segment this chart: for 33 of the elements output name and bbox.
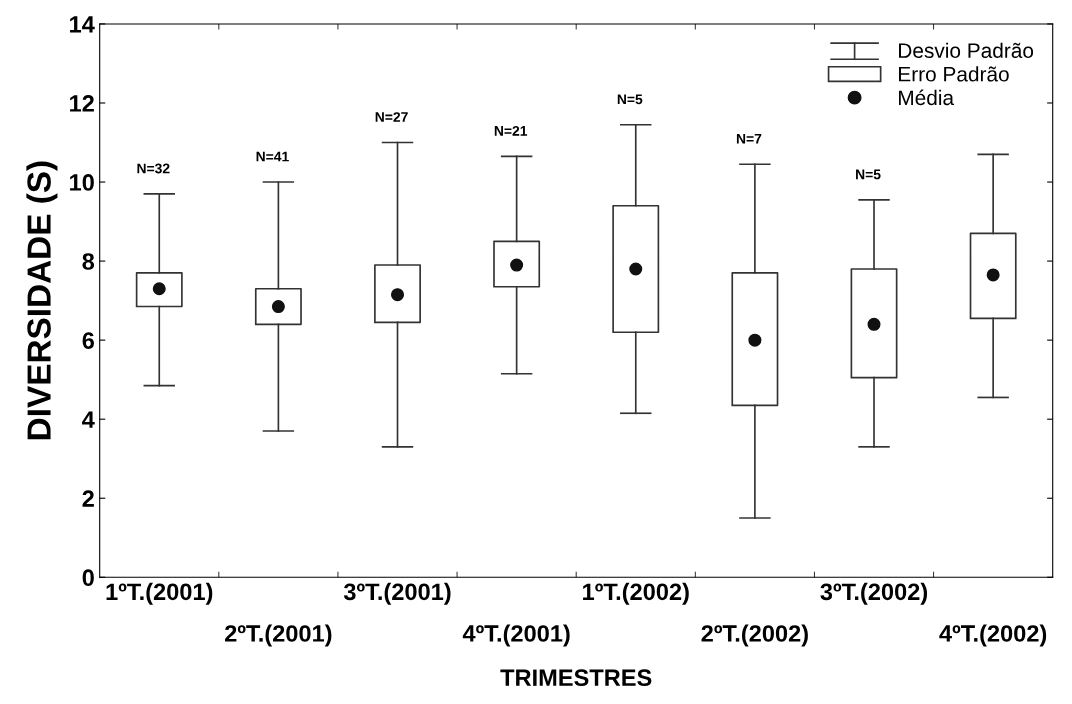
legend-label: Média: [899, 89, 955, 106]
y-tick-label: 0: [82, 569, 94, 587]
y-tick-label: 6: [82, 332, 94, 349]
x-tick-label: 4ºT.(2001): [462, 624, 570, 647]
point: [391, 288, 405, 302]
legend-title: Desvio Padrão: [899, 42, 1034, 58]
x-tick-label: 4ºT.(2002): [939, 624, 1047, 647]
point: [629, 262, 643, 276]
point: [867, 317, 881, 331]
y-tick-label: 14: [70, 16, 95, 33]
y-tick-label: 2: [82, 490, 94, 507]
annotation: N=5: [856, 169, 881, 180]
x-tick-label: 1ºT.(2001): [106, 582, 213, 605]
point: [986, 268, 1000, 282]
x-tick-label: 3ºT.(2002): [820, 582, 928, 605]
point: [748, 333, 762, 347]
annotation: N=41: [256, 151, 289, 162]
x-tick-label: 2ºT.(2001): [225, 624, 332, 647]
legend-label: Erro Padrão: [899, 66, 1009, 82]
x-tick-label: 3ºT.(2001): [343, 582, 451, 605]
x-tick-label: 2ºT.(2002): [701, 624, 808, 647]
y-tick-label: 4: [82, 411, 95, 428]
annotation: N=7: [736, 134, 762, 144]
y-axis-title: DIVERSIDADE (S): [26, 161, 58, 440]
annotation: N=32: [137, 163, 170, 174]
annotation: N=5: [617, 94, 643, 105]
x-axis-title: TRIMESTRES: [500, 669, 652, 687]
x-tick-label: 1ºT.(2002): [583, 582, 689, 605]
annotation: N=21: [494, 125, 528, 136]
annotation: N=27: [375, 112, 408, 122]
y-tick-label: 12: [70, 95, 94, 112]
y-tick-label: 8: [82, 253, 95, 270]
y-tick-label: 10: [70, 174, 94, 191]
